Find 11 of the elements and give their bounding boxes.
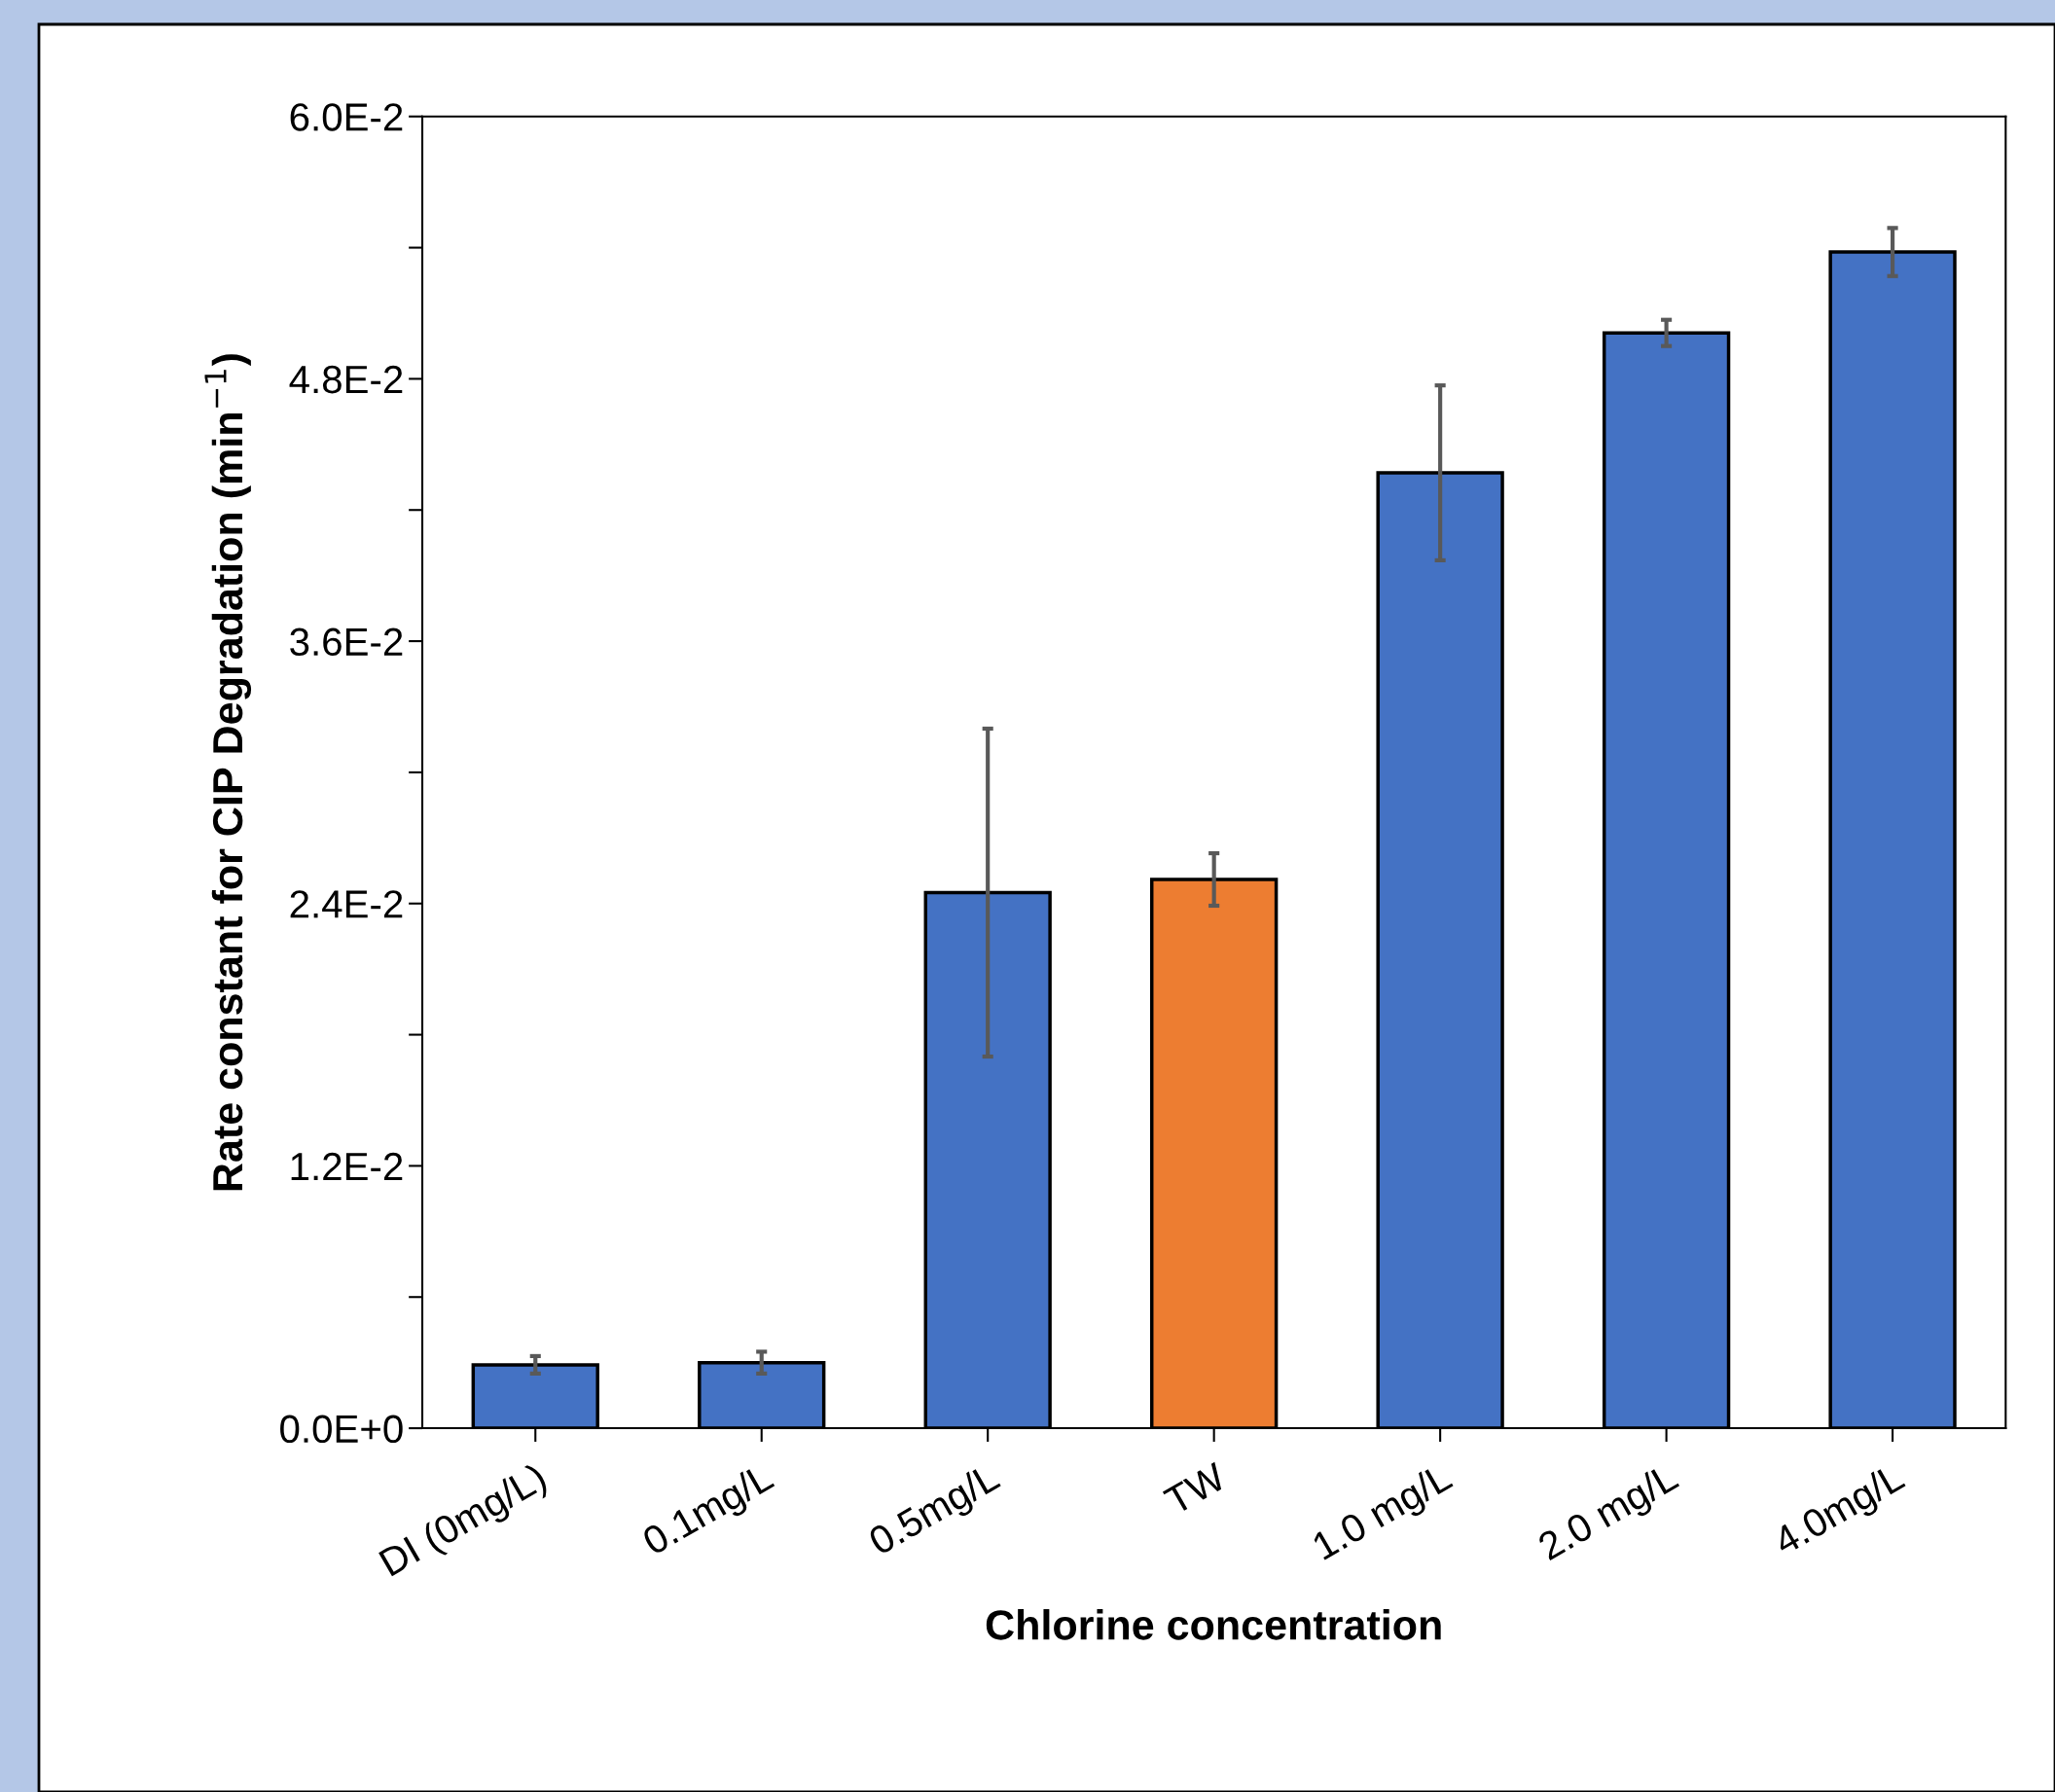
y-tick-label: 2.4E-2	[290, 890, 403, 918]
y-tick-label: 1.2E-2	[291, 1152, 403, 1180]
y-tick-label: 4.8E-2	[289, 365, 403, 394]
y-tick-label: 6.0E-2	[290, 103, 403, 131]
x-tick-label: 1.0 mg/L	[1311, 1461, 1458, 1567]
x-tick-label: TW	[1162, 1461, 1229, 1516]
y-tick-label: 3.6E-2	[290, 627, 403, 657]
x-axis-title: Chlorine concentration	[986, 1609, 1441, 1640]
y-axis-title: Rate constant for CIP Degradation (min$^{−1}$)	[204, 354, 252, 1191]
y-tick-label: 0.0E+0	[280, 1415, 403, 1444]
x-tick-label: 2.0 mg/L	[1535, 1461, 1684, 1568]
